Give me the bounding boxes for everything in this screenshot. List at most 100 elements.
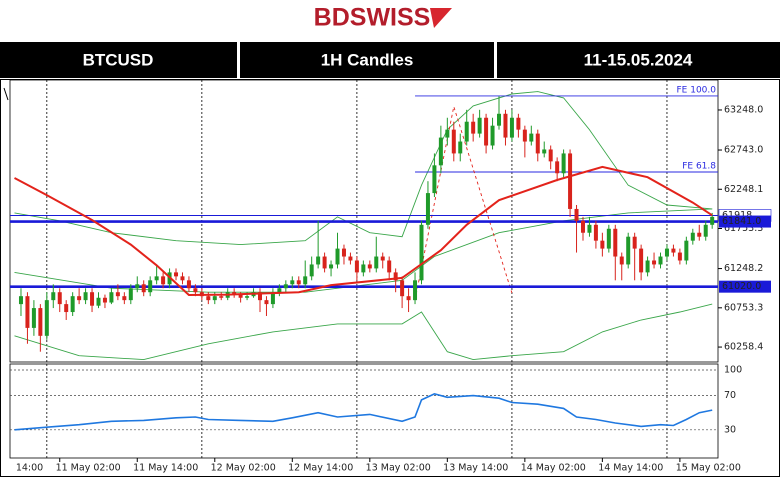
candle-body <box>652 260 657 265</box>
x-tick-label: 11 May 14:00 <box>133 463 198 474</box>
x-tick-label: 13 May 14:00 <box>443 463 508 474</box>
y-tick-label: 60753.3 <box>724 302 763 313</box>
candle-body <box>90 292 95 306</box>
candle-body <box>329 264 334 269</box>
candle-body <box>632 236 637 249</box>
x-tick-label: 13 May 02:00 <box>366 463 431 474</box>
candle-body <box>458 141 463 154</box>
price-plot: FE 100.0 FE 61.8 <box>10 80 718 362</box>
candle-body <box>413 280 418 301</box>
candle-body <box>115 292 120 297</box>
candle-body <box>277 288 282 293</box>
symbol: BTCUSD <box>83 50 154 69</box>
candle-body <box>387 260 392 273</box>
candle-body <box>367 264 372 269</box>
candle-body <box>341 248 346 257</box>
y-tick-label: 60258.4 <box>724 342 763 353</box>
candle-body <box>354 260 359 273</box>
candle-body <box>432 165 437 194</box>
candle-body <box>51 292 56 301</box>
candle-body <box>174 272 179 277</box>
candle-body <box>296 280 301 285</box>
rsi-pane <box>9 363 719 459</box>
band-line <box>14 303 713 361</box>
candle-body <box>529 133 534 142</box>
candle-body <box>361 264 366 273</box>
y-tick-label: 62743.0 <box>724 145 763 156</box>
candle-body <box>206 296 211 301</box>
candle-body <box>580 220 585 233</box>
candle-body <box>193 288 198 293</box>
candle-body <box>309 264 314 277</box>
candle-body <box>238 294 243 298</box>
candle-body <box>477 117 482 134</box>
candle-body <box>270 292 275 305</box>
candle-body <box>542 149 547 154</box>
x-tick-label: 14 May 02:00 <box>521 463 586 474</box>
candle-body <box>109 292 114 303</box>
candle-body <box>180 276 185 281</box>
axes: 63248.0 62743.0 62248.1 61753.3 61248.2 60753… <box>16 104 772 474</box>
candle-body <box>303 276 308 285</box>
logo: BDSWISS <box>314 4 431 32</box>
candle-body <box>96 297 101 306</box>
candle-body <box>57 292 62 305</box>
candle-body <box>574 208 579 221</box>
candle-body <box>535 133 540 154</box>
candle-body <box>83 292 88 301</box>
level-label: 61020.0 <box>722 281 761 292</box>
candle-body <box>568 153 573 209</box>
logo-mark <box>430 8 452 28</box>
candle-body <box>425 193 430 225</box>
level-label: 61841.0 <box>722 216 761 227</box>
candle-body <box>471 121 476 134</box>
candle-body <box>619 256 624 265</box>
x-tick-label: 12 May 14:00 <box>288 463 353 474</box>
candle-body <box>406 296 411 301</box>
candle-body <box>70 296 75 313</box>
candle-body <box>645 260 650 273</box>
level-label: 61918 <box>722 210 752 221</box>
candle-body <box>451 129 456 154</box>
candle-body <box>31 308 36 328</box>
candle-body <box>658 256 663 265</box>
candle-body <box>419 224 424 281</box>
header-bar <box>0 42 780 78</box>
candle-body <box>639 248 644 273</box>
fib-label: FE 61.8 <box>682 161 716 171</box>
frame <box>0 79 780 477</box>
candle-body <box>677 252 682 261</box>
date-range: 11-15.05.2024 <box>584 50 693 69</box>
candle-body <box>497 113 502 126</box>
band-line <box>14 208 713 293</box>
candle-body <box>264 300 269 305</box>
candle-body <box>290 280 295 285</box>
candle-body <box>684 240 689 261</box>
candle-body <box>64 304 69 313</box>
rsi-tick-label: 30 <box>724 424 736 435</box>
candle-body <box>561 153 566 174</box>
candle-body <box>18 296 23 305</box>
x-tick-label: 15 May 02:00 <box>676 463 741 474</box>
candle-body <box>593 224 598 241</box>
timeframe: 1H Candles <box>321 50 414 69</box>
candle-body <box>102 297 107 303</box>
rsi-line <box>14 393 713 431</box>
candle-body <box>322 256 327 269</box>
candle-body <box>154 276 159 281</box>
candle-body <box>613 228 618 257</box>
candle-body <box>587 224 592 233</box>
candle-body <box>490 125 495 146</box>
band-line <box>14 91 713 246</box>
candle-body <box>135 284 140 289</box>
level-tag <box>719 215 771 228</box>
candle-body <box>626 236 631 265</box>
candle-body <box>212 296 217 301</box>
y-tick-label: 61753.3 <box>724 223 763 234</box>
header-divider <box>494 42 497 78</box>
y-tick-label: 63248.0 <box>724 104 763 115</box>
candle-body <box>77 296 82 301</box>
fib-label: FE 100.0 <box>677 85 717 95</box>
y-tick-label: 61248.2 <box>724 263 763 274</box>
level-tag <box>719 280 771 293</box>
